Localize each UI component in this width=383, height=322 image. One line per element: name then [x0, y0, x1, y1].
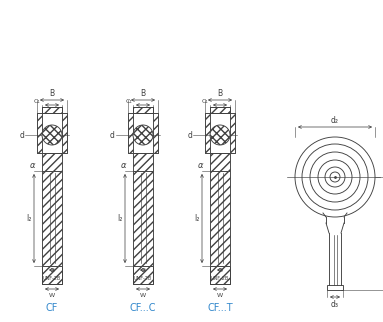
Circle shape — [210, 125, 230, 145]
Text: d: d — [19, 130, 24, 139]
Bar — [42, 266, 62, 284]
Text: CF...C: CF...C — [130, 303, 156, 313]
Bar — [133, 107, 153, 113]
Bar — [37, 113, 42, 153]
Bar — [133, 266, 153, 284]
Text: B: B — [218, 89, 223, 98]
Bar — [205, 113, 210, 153]
Text: α: α — [198, 161, 203, 170]
Bar — [210, 266, 230, 284]
Bar — [42, 266, 62, 284]
Text: W: W — [217, 293, 223, 298]
Text: CF: CF — [46, 303, 58, 313]
Text: α: α — [121, 161, 126, 170]
Bar — [128, 113, 158, 153]
Bar — [327, 285, 343, 290]
Bar — [210, 171, 230, 266]
Bar — [42, 171, 62, 266]
Text: C₁: C₁ — [202, 99, 209, 103]
Text: B: B — [49, 89, 54, 98]
Text: CF...T: CF...T — [207, 303, 233, 313]
Bar — [37, 113, 67, 153]
Text: UNF-2B: UNF-2B — [134, 277, 152, 281]
Circle shape — [42, 125, 62, 145]
Bar — [128, 113, 133, 153]
Text: d: d — [187, 130, 192, 139]
Bar — [210, 266, 230, 284]
Text: B: B — [141, 89, 146, 98]
Text: d₂: d₂ — [331, 116, 339, 125]
Text: C₁: C₁ — [125, 99, 132, 103]
Text: α: α — [29, 161, 35, 170]
Text: l₂: l₂ — [27, 214, 32, 223]
Text: UNF-2B: UNF-2B — [43, 277, 61, 281]
Bar — [133, 107, 153, 113]
Bar — [133, 266, 153, 284]
Bar — [230, 113, 235, 153]
Bar — [62, 113, 67, 153]
Text: d₃: d₃ — [331, 300, 339, 309]
Polygon shape — [210, 153, 230, 171]
Bar — [210, 107, 230, 113]
Text: l₂: l₂ — [195, 214, 200, 223]
Bar — [133, 171, 153, 266]
Bar — [42, 107, 62, 113]
Bar — [210, 107, 230, 113]
Text: W: W — [49, 293, 55, 298]
Circle shape — [133, 125, 153, 145]
Text: G: G — [141, 269, 146, 273]
Polygon shape — [133, 153, 153, 171]
Bar — [153, 113, 158, 153]
Bar — [42, 107, 62, 113]
Text: l₂: l₂ — [118, 214, 123, 223]
Bar — [205, 113, 235, 153]
Text: W: W — [140, 293, 146, 298]
Text: C₁: C₁ — [34, 99, 41, 103]
Text: UNF-2B: UNF-2B — [211, 277, 229, 281]
Polygon shape — [42, 153, 62, 171]
Text: G: G — [49, 269, 54, 273]
Text: G: G — [218, 269, 223, 273]
Text: d: d — [110, 130, 115, 139]
